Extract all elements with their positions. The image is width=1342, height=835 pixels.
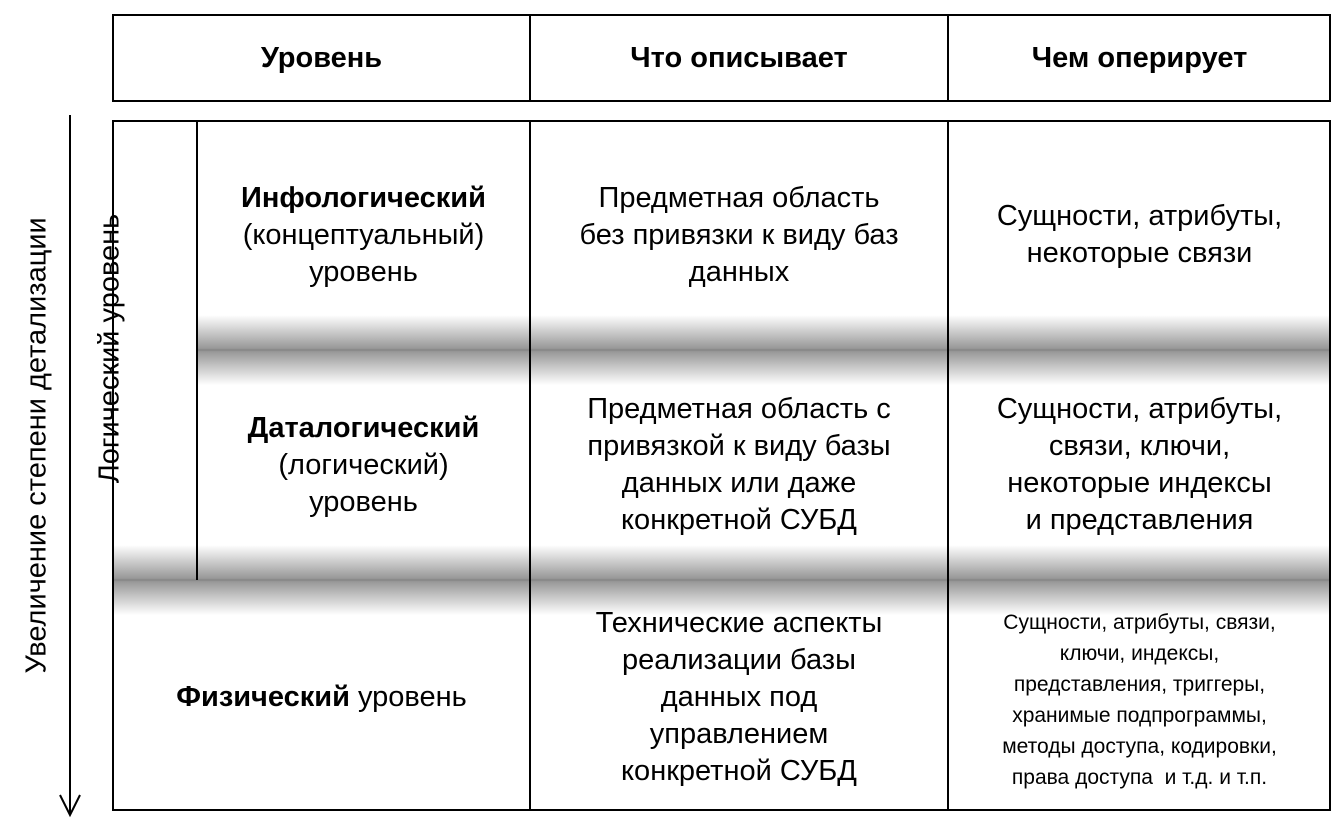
text-line: и представления [1025,504,1254,536]
divider [196,120,198,580]
level-suffix: уровень [309,485,418,518]
level-datalogical: Даталогический (логический) уровень [198,380,529,550]
level-physical: Физический уровень [114,600,529,795]
text-line: данных или даже [621,467,857,499]
divider [529,120,531,811]
describes-physical: Технические аспекты реализации базы данн… [531,590,947,805]
text-line: ключи, индексы, [1059,641,1220,665]
text-line: конкретной СУБД [621,504,857,536]
operates-infological: Сущности, атрибуты, некоторые связи [949,160,1330,310]
level-name: Физический [176,681,350,713]
level-subtitle: (концептуальный) [242,218,485,251]
text-line: Сущности, атрибуты, [996,393,1283,425]
text-line: некоторые связи [1026,237,1253,269]
level-name: Инфологический [241,181,486,214]
text-line: реализации базы [622,644,856,676]
group-label-logical: Логический уровень [93,213,126,484]
text-line: связи, ключи, [1048,430,1231,462]
arrow-down-icon [59,115,81,818]
text-line: права доступа и т.д. и т.п. [1011,765,1268,789]
operates-datalogical: Сущности, атрибуты, связи, ключи, некото… [949,380,1330,550]
operates-physical: Сущности, атрибуты, связи, ключи, индекс… [949,602,1330,797]
level-suffix: уровень [349,681,467,713]
divider [529,14,531,102]
main-table [112,120,1331,811]
row-divider [197,349,1330,351]
text-line: конкретной СУБД [621,755,857,787]
level-suffix: уровень [309,255,418,288]
text-line: без привязки к виду баз [579,218,899,251]
text-line: Сущности, атрибуты, [996,200,1283,232]
header-describes: Что описывает [630,41,848,74]
row-divider [114,579,1330,581]
text-line: данных под [660,681,818,713]
text-line: Предметная область [598,181,880,214]
text-line: Технические аспекты [595,607,883,639]
text-line: некоторые индексы [1007,467,1272,499]
text-line: представления, триггеры, [1013,672,1266,696]
level-infological: Инфологический (концептуальный) уровень [198,150,529,320]
divider [947,14,949,102]
header-operates: Чем оперирует [1031,41,1248,74]
text-line: методы доступа, кодировки, [1002,734,1277,758]
describes-datalogical: Предметная область с привязкой к виду ба… [531,380,947,550]
axis-label: Увеличение степени детализации [20,217,53,674]
text-line: привязкой к виду базы [587,430,891,462]
text-line: управлением [649,718,829,750]
text-line: Сущности, атрибуты, связи, [1003,610,1276,634]
text-line: хранимые подпрограммы, [1012,703,1267,727]
text-line: данных [688,255,790,288]
header-table [112,14,1331,102]
header-level: Уровень [260,41,383,74]
level-subtitle: (логический) [278,448,449,481]
level-name: Даталогический [247,411,480,444]
text-line: Предметная область с [587,393,891,425]
divider [947,120,949,811]
describes-infological: Предметная область без привязки к виду б… [531,160,947,310]
